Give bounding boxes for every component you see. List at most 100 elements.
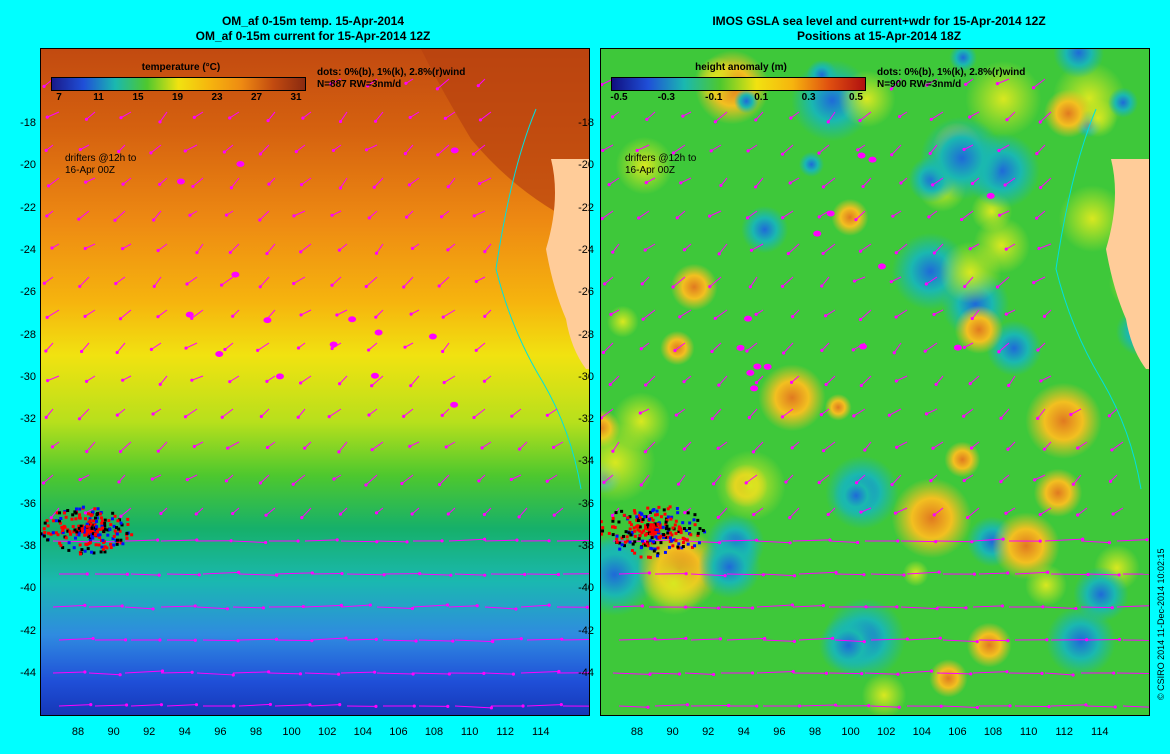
arrow-head bbox=[157, 573, 161, 577]
arrow-head bbox=[329, 82, 333, 86]
drifter-dot bbox=[97, 533, 101, 537]
drifter-dot bbox=[644, 524, 648, 528]
current-arrow bbox=[798, 637, 833, 641]
current-arrow bbox=[1044, 441, 1052, 450]
drifter-dot bbox=[645, 532, 649, 536]
drifter-dot bbox=[679, 528, 683, 532]
arrow-head bbox=[780, 415, 785, 419]
drifter-dot bbox=[103, 521, 107, 525]
current-arrow bbox=[114, 210, 126, 221]
arrow-head bbox=[831, 636, 835, 640]
drifter-dot bbox=[97, 543, 101, 547]
arrow-head bbox=[748, 285, 752, 289]
current-arrow bbox=[745, 474, 758, 484]
drifter-dot bbox=[85, 524, 89, 528]
drifter-dot bbox=[62, 511, 66, 515]
temperature-map-panel[interactable]: temperature (°C) dots: 0%(b), 1%(k), 2.8… bbox=[40, 48, 590, 716]
arrow-head bbox=[750, 606, 755, 610]
drifter-dot bbox=[644, 526, 648, 530]
current-arrow bbox=[553, 507, 564, 516]
current-arrow bbox=[1086, 638, 1120, 641]
drifter-dot bbox=[638, 525, 642, 529]
drifter-dot bbox=[693, 523, 697, 527]
arrow-head bbox=[408, 115, 412, 120]
arrow-head bbox=[299, 381, 303, 385]
arrow-head bbox=[476, 84, 480, 88]
drifter-dot bbox=[51, 531, 55, 535]
arrow-head bbox=[83, 246, 87, 251]
drifter-dot bbox=[629, 523, 633, 527]
arrow-head bbox=[677, 672, 682, 676]
drifter-dot bbox=[112, 534, 116, 538]
current-arrow bbox=[122, 177, 132, 185]
arrow-head bbox=[1071, 673, 1075, 677]
current-arrow bbox=[122, 243, 132, 250]
current-arrow bbox=[756, 670, 794, 674]
drifter-dot bbox=[681, 545, 685, 549]
arrow-head bbox=[80, 349, 84, 354]
arrow-head bbox=[964, 82, 968, 86]
drifter-dot bbox=[117, 518, 121, 522]
arrow-head bbox=[551, 445, 556, 449]
drifter-dot bbox=[42, 534, 46, 538]
arrow-head bbox=[675, 216, 679, 220]
drifter-dot bbox=[693, 544, 697, 548]
current-arrow bbox=[518, 507, 528, 518]
current-arrow bbox=[346, 573, 385, 576]
drifter-dot bbox=[121, 542, 125, 546]
drifter-dot bbox=[93, 532, 97, 536]
y-tick-label: -38 bbox=[20, 540, 36, 552]
drifter-dot bbox=[618, 547, 622, 551]
arrow-head bbox=[962, 414, 966, 418]
drifter-dot bbox=[681, 536, 685, 540]
drifter-dot bbox=[613, 525, 617, 529]
drifter-dot bbox=[633, 540, 637, 544]
current-arrow bbox=[644, 243, 656, 251]
current-arrow bbox=[782, 144, 794, 155]
drifter-dot bbox=[607, 531, 611, 535]
arrow-head bbox=[335, 538, 339, 542]
current-arrow bbox=[439, 474, 450, 485]
y-tick-label: -28 bbox=[20, 328, 36, 341]
current-arrow bbox=[368, 210, 378, 219]
arrow-head bbox=[711, 482, 716, 486]
drifter-dot bbox=[80, 527, 84, 531]
current-arrow bbox=[726, 573, 764, 576]
arrow-head bbox=[123, 638, 128, 642]
y-tick-label: -44 bbox=[20, 666, 36, 679]
arrow-head bbox=[478, 118, 483, 122]
current-arrow bbox=[519, 441, 528, 450]
arrow-head bbox=[117, 480, 121, 484]
arrow-head bbox=[1036, 348, 1040, 352]
arrow-head bbox=[792, 639, 797, 643]
drifter-dot bbox=[46, 538, 50, 542]
arrow-head bbox=[679, 181, 683, 185]
arrow-head bbox=[367, 413, 371, 417]
current-arrow bbox=[120, 507, 132, 517]
arrow-head bbox=[784, 480, 788, 484]
drifter-dot bbox=[668, 531, 672, 535]
current-arrow bbox=[196, 243, 204, 253]
arrow-head bbox=[489, 706, 494, 710]
arrow-head bbox=[183, 415, 188, 419]
sea-level-map-panel[interactable]: height anomaly (m) dots: 0%(b), 1%(k), 2… bbox=[600, 48, 1150, 716]
drifter-dot bbox=[72, 530, 76, 534]
arrow-head bbox=[332, 477, 336, 481]
current-arrow bbox=[301, 507, 312, 519]
current-arrow bbox=[747, 210, 758, 219]
x-tick-label: 108 bbox=[424, 726, 444, 738]
arrow-head bbox=[523, 572, 527, 576]
drifter-dot bbox=[77, 528, 81, 532]
arrow-head bbox=[478, 181, 482, 186]
current-arrow bbox=[972, 671, 1007, 674]
arrow-head bbox=[851, 348, 855, 352]
drifter-dot bbox=[665, 518, 669, 522]
arrow-head bbox=[602, 480, 606, 484]
anomaly-eddy bbox=[741, 205, 789, 254]
current-arrow bbox=[238, 638, 277, 641]
current-arrow bbox=[999, 210, 1010, 216]
current-arrow bbox=[963, 474, 974, 481]
anomaly-eddy bbox=[965, 60, 1042, 137]
arrow-head bbox=[852, 279, 857, 283]
current-arrow bbox=[160, 671, 193, 674]
